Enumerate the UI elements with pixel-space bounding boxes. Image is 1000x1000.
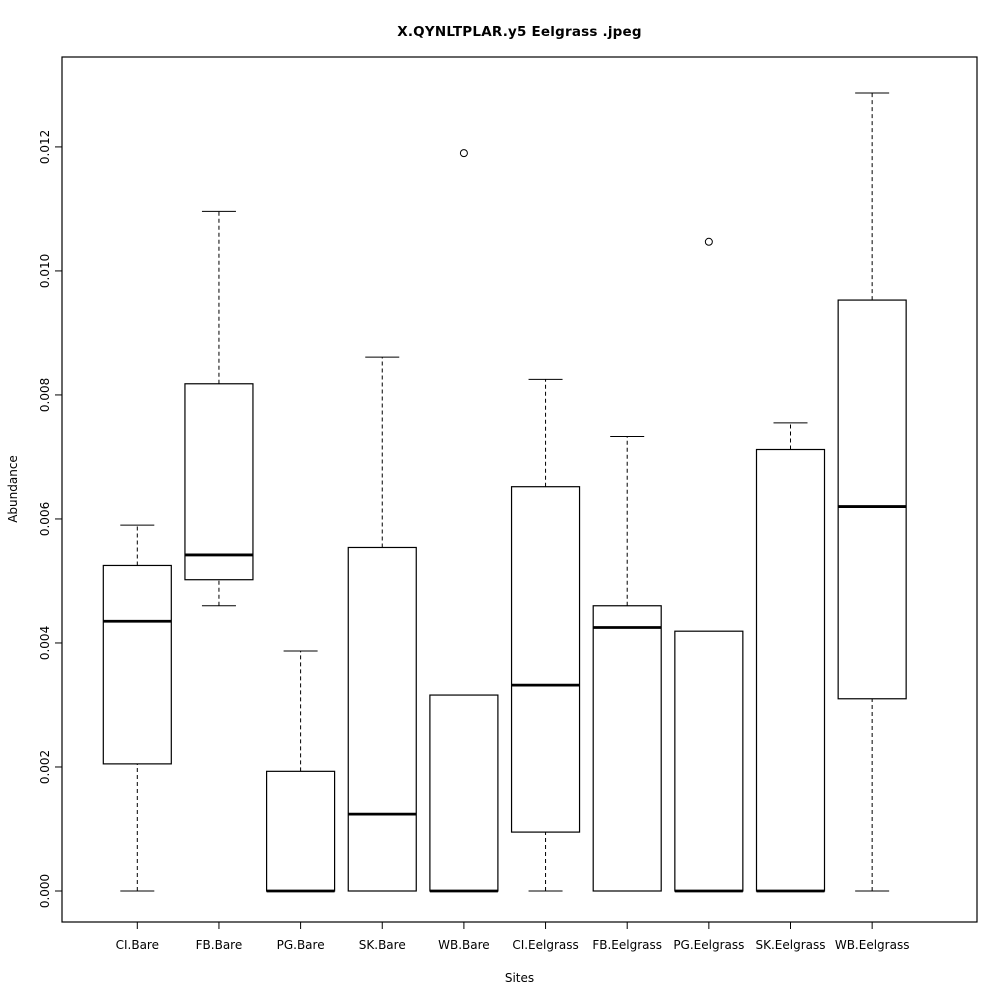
box	[266, 770, 336, 892]
y-tick-label: 0.012	[38, 130, 52, 164]
y-tick-label: 0.002	[38, 750, 52, 784]
box	[592, 605, 662, 892]
y-tick-label: 0.008	[38, 378, 52, 412]
chart-title: X.QYNLTPLAR.y5 Eelgrass .jpeg	[397, 24, 642, 40]
outlier-point	[704, 237, 713, 246]
x-tick-label: SK.Eelgrass	[755, 938, 825, 952]
y-tick-label: 0.006	[38, 502, 52, 536]
x-tick-label: FB.Eelgrass	[592, 938, 662, 952]
x-tick-label: WB.Eelgrass	[835, 938, 910, 952]
y-tick-label: 0.004	[38, 626, 52, 660]
box	[755, 448, 826, 892]
box	[510, 486, 581, 833]
box	[347, 546, 417, 892]
x-tick-label: PG.Bare	[277, 938, 325, 952]
plot-border	[61, 56, 978, 923]
x-tick-label: PG.Eelgrass	[673, 938, 744, 952]
y-tick-label: 0.000	[38, 874, 52, 908]
x-tick-label: FB.Bare	[196, 938, 243, 952]
box	[102, 564, 172, 765]
x-axis-title: Sites	[504, 971, 535, 985]
box	[184, 383, 254, 581]
x-tick-label: WB.Bare	[438, 938, 490, 952]
x-tick-label: SK.Bare	[359, 938, 406, 952]
box	[674, 630, 744, 892]
x-tick-label: CI.Bare	[116, 938, 159, 952]
box	[429, 694, 499, 892]
y-tick-label: 0.010	[38, 254, 52, 288]
outlier-point	[459, 149, 468, 158]
box	[837, 299, 907, 700]
x-tick-label: CI.Eelgrass	[512, 938, 578, 952]
